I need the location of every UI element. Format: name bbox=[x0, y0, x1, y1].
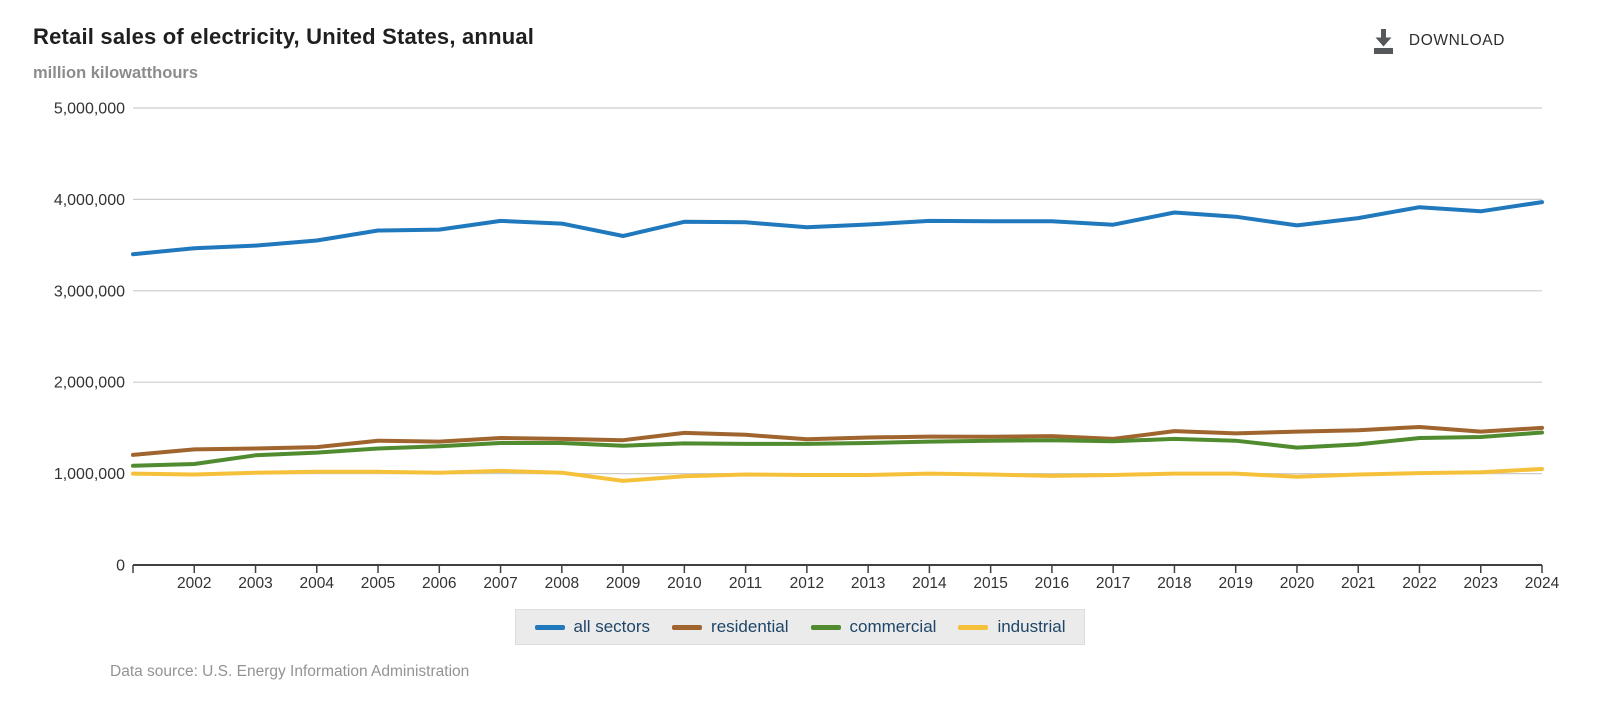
download-icon bbox=[1370, 26, 1397, 55]
chart-canvas: 0 1,000,000 2,000,000 3,000,000 4,000,000 5,0… bbox=[54, 101, 1560, 593]
legend: all sectors residential commercial indus… bbox=[514, 609, 1086, 645]
svg-text:2015: 2015 bbox=[973, 575, 1007, 592]
svg-text:2013: 2013 bbox=[851, 575, 885, 592]
download-label: DOWNLOAD bbox=[1408, 31, 1505, 49]
svg-text:2020: 2020 bbox=[1280, 575, 1315, 592]
svg-text:2006: 2006 bbox=[422, 575, 456, 592]
svg-text:2011: 2011 bbox=[729, 575, 762, 592]
svg-text:2002: 2002 bbox=[177, 575, 211, 592]
svg-text:4,000,000: 4,000,000 bbox=[54, 192, 125, 209]
line-chart: 0 1,000,000 2,000,000 3,000,000 4,000,000 5,0… bbox=[0, 95, 1600, 605]
svg-text:2008: 2008 bbox=[545, 575, 579, 592]
legend-label-commercial: commercial bbox=[849, 617, 937, 636]
legend-swatch-commercial bbox=[810, 624, 841, 630]
legend-label-all-sectors: all sectors bbox=[573, 617, 651, 636]
svg-text:2018: 2018 bbox=[1157, 575, 1191, 592]
y-axis-unit-label: million kilowatthours bbox=[33, 64, 199, 82]
svg-text:2012: 2012 bbox=[790, 575, 824, 592]
legend-swatch-residential bbox=[672, 624, 703, 630]
svg-text:2004: 2004 bbox=[300, 575, 335, 592]
svg-text:2022: 2022 bbox=[1402, 575, 1436, 592]
svg-text:2017: 2017 bbox=[1096, 575, 1130, 592]
download-button[interactable]: DOWNLOAD bbox=[1370, 26, 1505, 55]
svg-text:2014: 2014 bbox=[912, 575, 947, 592]
legend-label-industrial: industrial bbox=[997, 617, 1066, 636]
legend-swatch-industrial bbox=[958, 624, 989, 630]
svg-text:3,000,000: 3,000,000 bbox=[54, 283, 125, 300]
legend-label-residential: residential bbox=[711, 617, 789, 636]
legend-item-industrial[interactable]: industrial bbox=[958, 617, 1065, 637]
legend-item-residential[interactable]: residential bbox=[672, 617, 789, 637]
svg-text:2003: 2003 bbox=[238, 575, 272, 592]
legend-item-commercial[interactable]: commercial bbox=[810, 617, 937, 637]
svg-text:2023: 2023 bbox=[1463, 575, 1497, 592]
legend-swatch-all-sectors bbox=[534, 624, 565, 630]
data-source: Data source: U.S. Energy Information Adm… bbox=[110, 663, 470, 680]
legend-item-all-sectors[interactable]: all sectors bbox=[534, 617, 651, 637]
svg-text:2024: 2024 bbox=[1525, 575, 1560, 592]
svg-text:5,000,000: 5,000,000 bbox=[54, 101, 125, 118]
chart-header: Retail sales of electricity, United Stat… bbox=[0, 0, 1600, 83]
svg-text:2016: 2016 bbox=[1035, 575, 1069, 592]
svg-text:2007: 2007 bbox=[483, 575, 517, 592]
svg-text:2010: 2010 bbox=[667, 575, 702, 592]
svg-text:2009: 2009 bbox=[606, 575, 640, 592]
svg-text:0: 0 bbox=[116, 558, 125, 575]
chart-title: Retail sales of electricity, United Stat… bbox=[33, 24, 535, 49]
svg-text:2019: 2019 bbox=[1218, 575, 1252, 592]
svg-text:2005: 2005 bbox=[361, 575, 395, 592]
svg-text:1,000,000: 1,000,000 bbox=[54, 466, 125, 483]
svg-text:2,000,000: 2,000,000 bbox=[54, 375, 125, 392]
svg-text:2021: 2021 bbox=[1341, 575, 1375, 592]
